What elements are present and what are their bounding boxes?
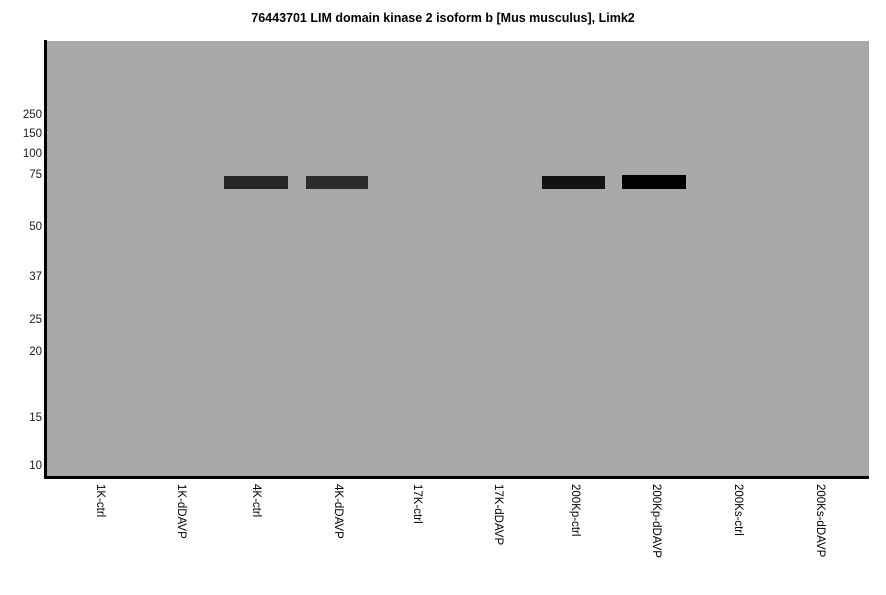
blot-band — [542, 176, 605, 189]
x-axis-line — [44, 476, 869, 479]
y-tick-label: 20 — [29, 346, 42, 358]
y-tick-label: 15 — [29, 412, 42, 424]
y-tick-label: 100 — [22, 148, 42, 160]
blot-band — [622, 175, 686, 189]
x-tick-label: 1K-ctrl — [94, 484, 106, 518]
blot-band — [224, 176, 288, 189]
y-tick-label: 37 — [29, 271, 42, 283]
y-tick-label: 150 — [22, 128, 42, 140]
blot-band — [306, 176, 368, 189]
x-tick-label: 4K-dDAVP — [332, 484, 344, 539]
plot-area — [47, 41, 869, 478]
x-tick-label: 200Kp-dDAVP — [650, 484, 662, 558]
x-tick-label: 200Kp-ctrl — [569, 484, 581, 537]
y-tick-label: 50 — [29, 221, 42, 233]
x-tick-label: 17K-dDAVP — [492, 484, 504, 546]
y-axis-tick-labels: 250 150 100 75 50 37 25 20 15 10 — [0, 0, 42, 595]
x-tick-label: 1K-dDAVP — [175, 484, 187, 539]
x-tick-label: 17K-ctrl — [411, 484, 423, 524]
x-tick-label: 4K-ctrl — [250, 484, 262, 518]
page-title: 76443701 LIM domain kinase 2 isoform b [… — [251, 11, 635, 25]
y-tick-label: 10 — [29, 460, 42, 472]
x-tick-label: 200Ks-dDAVP — [814, 484, 826, 558]
y-axis-line — [44, 40, 47, 479]
y-tick-label: 75 — [29, 169, 42, 181]
y-tick-label: 25 — [29, 314, 42, 326]
y-tick-label: 250 — [22, 109, 42, 121]
x-tick-label: 200Ks-ctrl — [732, 484, 744, 536]
